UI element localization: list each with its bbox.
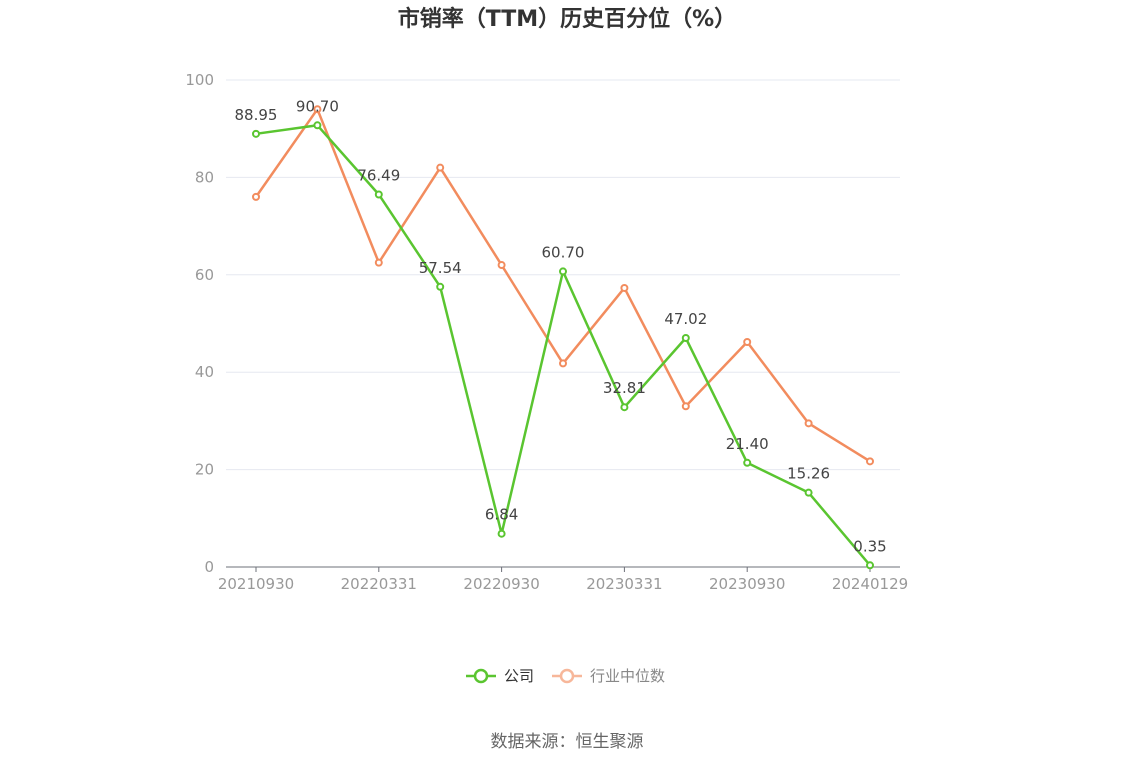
legend-label: 公司 xyxy=(504,667,534,685)
data-label: 76.49 xyxy=(357,166,400,184)
y-tick-label: 0 xyxy=(204,558,214,576)
legend-label: 行业中位数 xyxy=(590,667,665,685)
data-point xyxy=(559,359,567,368)
data-point xyxy=(313,121,322,130)
data-point xyxy=(559,267,567,276)
x-axis: 20210930 20220331 20220930 20230331 20230930… xyxy=(218,566,908,593)
x-tick-label: 20240129 xyxy=(832,575,908,593)
source-note: 数据来源：恒生聚源 xyxy=(491,732,644,752)
data-point xyxy=(252,129,260,138)
series-line-1 xyxy=(254,107,871,463)
y-tick-label: 20 xyxy=(195,461,214,479)
y-tick-label: 100 xyxy=(185,71,214,89)
y-tick-label: 80 xyxy=(195,168,214,186)
data-label: 32.81 xyxy=(603,379,646,397)
legend-marker xyxy=(559,668,575,684)
data-point xyxy=(313,105,322,114)
x-tick-label: 20220331 xyxy=(341,575,417,593)
data-label: 21.40 xyxy=(726,435,769,453)
legend-item-1[interactable]: 行业中位数 xyxy=(552,667,665,685)
data-point xyxy=(804,488,813,497)
x-tick-label: 20210930 xyxy=(218,575,294,593)
data-label: 90.70 xyxy=(296,97,339,115)
data-point xyxy=(374,258,383,267)
data-point xyxy=(620,403,629,412)
y-tick-label: 60 xyxy=(195,266,214,284)
y-axis: 0 20 40 60 80 100 xyxy=(185,71,214,576)
data-point xyxy=(866,457,874,466)
data-point xyxy=(620,283,629,292)
x-tick-label: 20220930 xyxy=(463,575,539,593)
legend-marker xyxy=(473,668,489,684)
data-label: 88.95 xyxy=(235,106,278,124)
data-point xyxy=(743,458,752,467)
data-point xyxy=(804,419,813,428)
y-tick-label: 40 xyxy=(195,363,214,381)
plot-area xyxy=(252,105,874,570)
legend-item-0[interactable]: 公司 xyxy=(466,667,534,685)
data-point xyxy=(497,529,506,538)
legend[interactable]: 公司 行业中位数 xyxy=(466,667,665,685)
series-line-0 xyxy=(255,124,871,567)
x-tick-label: 20230331 xyxy=(586,575,662,593)
chart-title: 市销率（TTM）历史百分位（%） xyxy=(398,6,736,32)
data-point xyxy=(436,282,445,291)
data-point xyxy=(436,163,445,172)
data-point xyxy=(374,190,383,199)
data-label: 6.84 xyxy=(485,506,518,524)
data-point xyxy=(681,334,690,343)
data-point xyxy=(252,192,260,201)
data-label: 0.35 xyxy=(853,537,886,555)
data-point xyxy=(866,561,874,570)
data-labels: 88.95 90.70 76.49 57.54 6.84 60.70 32.81 47.02 2… xyxy=(235,97,887,555)
x-tick-label: 20230930 xyxy=(709,575,785,593)
data-label: 60.70 xyxy=(542,243,585,261)
data-label: 15.26 xyxy=(787,465,830,483)
data-point xyxy=(743,338,752,347)
data-label: 57.54 xyxy=(419,259,462,277)
data-point xyxy=(681,402,690,411)
data-label: 47.02 xyxy=(664,310,707,328)
data-point xyxy=(497,261,506,270)
